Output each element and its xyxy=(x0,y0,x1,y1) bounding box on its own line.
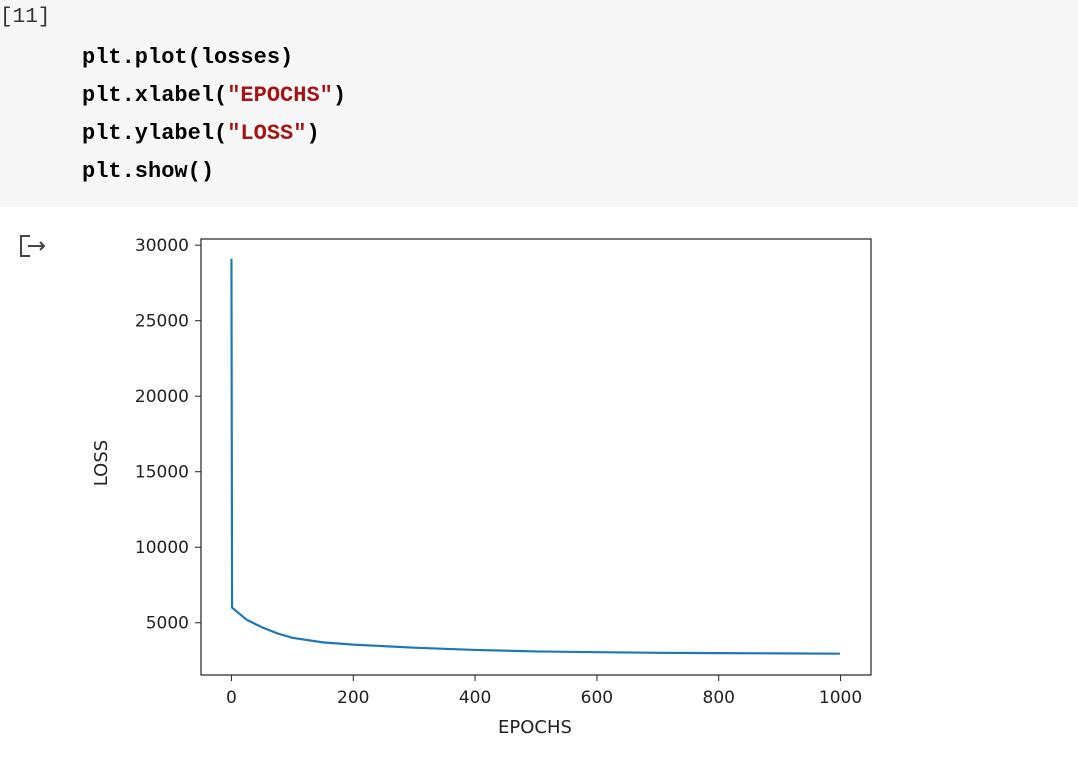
code-line: plt.plot(losses) xyxy=(82,45,293,70)
code-token: plt.plot(losses) xyxy=(82,45,293,70)
y-tick-label: 30000 xyxy=(135,236,189,256)
y-axis-label: LOSS xyxy=(91,440,112,486)
x-tick-label: 600 xyxy=(581,688,613,708)
cell-label: [11] xyxy=(0,6,50,29)
code-line: plt.ylabel("LOSS") xyxy=(82,121,320,146)
icon-arrow xyxy=(28,241,46,251)
y-tick-label: 10000 xyxy=(135,538,189,558)
loss-line xyxy=(230,258,840,655)
x-tick-label: 200 xyxy=(337,688,369,708)
x-tick-label: 800 xyxy=(703,688,735,708)
x-axis-label: EPOCHS xyxy=(498,717,572,738)
code-cell xyxy=(0,0,1078,207)
output-icon[interactable] xyxy=(20,235,46,257)
code-token: plt.show() xyxy=(82,159,214,184)
code: plt.plot(losses)plt.xlabel("EPOCHS")plt.… xyxy=(82,45,346,184)
code-token: ) xyxy=(333,83,346,108)
icon-box xyxy=(20,235,30,257)
y-tick-label: 5000 xyxy=(146,614,189,634)
code-line: plt.xlabel("EPOCHS") xyxy=(82,83,346,108)
y-tick-label: 25000 xyxy=(135,312,189,332)
x-tick-label: 400 xyxy=(459,688,491,708)
code-token: ) xyxy=(306,121,319,146)
plot: 0 200 400 600 800 1000 5000 10000 15000 20000 2500… xyxy=(135,236,862,708)
code-line: plt.show() xyxy=(82,159,214,184)
y-tick-label: 15000 xyxy=(135,463,189,483)
code-token: plt.xlabel( xyxy=(82,83,227,108)
x-tick-label: 0 xyxy=(226,688,237,708)
code-token: "LOSS" xyxy=(227,121,306,146)
axes-frame xyxy=(200,238,872,676)
code-token: "EPOCHS" xyxy=(227,83,333,108)
code-token: plt.ylabel( xyxy=(82,121,227,146)
x-tick-label: 1000 xyxy=(819,688,862,708)
y-tick-label: 20000 xyxy=(135,387,189,407)
